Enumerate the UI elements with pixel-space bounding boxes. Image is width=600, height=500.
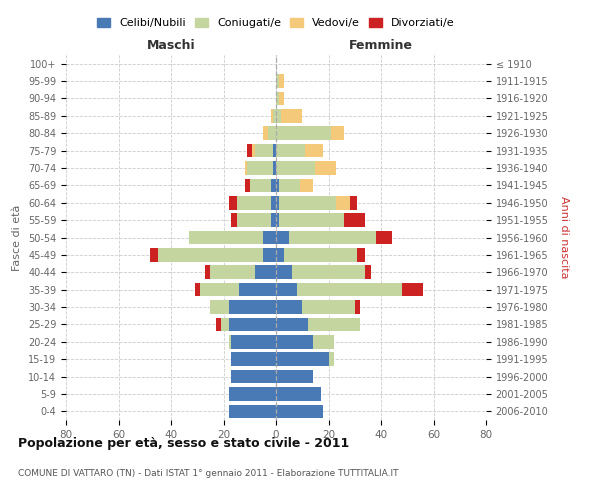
- Bar: [263, 230, 276, 244]
- Bar: [271, 214, 276, 227]
- Bar: [263, 248, 276, 262]
- Bar: [278, 214, 344, 227]
- Bar: [331, 126, 344, 140]
- Bar: [229, 387, 276, 400]
- Bar: [255, 266, 276, 279]
- Bar: [274, 109, 276, 122]
- Bar: [247, 144, 253, 158]
- Bar: [276, 214, 278, 227]
- Bar: [247, 161, 274, 175]
- Legend: Celibi/Nubili, Coniugati/e, Vedovi/e, Divorziati/e: Celibi/Nubili, Coniugati/e, Vedovi/e, Di…: [93, 13, 459, 33]
- Bar: [313, 335, 334, 348]
- Bar: [276, 283, 297, 296]
- Bar: [245, 161, 247, 175]
- Bar: [358, 248, 365, 262]
- Bar: [276, 335, 313, 348]
- Bar: [276, 404, 323, 418]
- Bar: [232, 214, 236, 227]
- Bar: [276, 300, 302, 314]
- Bar: [232, 352, 276, 366]
- Bar: [308, 318, 360, 331]
- Bar: [302, 300, 355, 314]
- Bar: [276, 370, 313, 384]
- Bar: [200, 283, 239, 296]
- Bar: [229, 196, 236, 209]
- Bar: [276, 144, 305, 158]
- Bar: [276, 109, 281, 122]
- Bar: [278, 178, 299, 192]
- Bar: [278, 196, 337, 209]
- Bar: [297, 283, 402, 296]
- Bar: [232, 335, 276, 348]
- Bar: [271, 196, 276, 209]
- Bar: [278, 74, 284, 88]
- Bar: [316, 161, 337, 175]
- Bar: [236, 196, 271, 209]
- Bar: [232, 370, 276, 384]
- Bar: [274, 144, 276, 158]
- Bar: [337, 196, 349, 209]
- Bar: [253, 144, 255, 158]
- Bar: [402, 283, 423, 296]
- Y-axis label: Anni di nascita: Anni di nascita: [559, 196, 569, 279]
- Bar: [276, 387, 320, 400]
- Bar: [365, 266, 371, 279]
- Bar: [276, 178, 278, 192]
- Bar: [276, 161, 316, 175]
- Text: Popolazione per età, sesso e stato civile - 2011: Popolazione per età, sesso e stato civil…: [18, 438, 349, 450]
- Text: Maschi: Maschi: [146, 38, 196, 52]
- Bar: [229, 404, 276, 418]
- Bar: [250, 178, 271, 192]
- Bar: [281, 109, 302, 122]
- Bar: [276, 196, 278, 209]
- Bar: [355, 300, 360, 314]
- Bar: [305, 144, 323, 158]
- Bar: [276, 266, 292, 279]
- Bar: [289, 230, 376, 244]
- Bar: [276, 126, 331, 140]
- Bar: [276, 92, 278, 105]
- Bar: [271, 109, 274, 122]
- Bar: [263, 126, 268, 140]
- Bar: [229, 335, 232, 348]
- Bar: [205, 266, 211, 279]
- Text: COMUNE DI VATTARO (TN) - Dati ISTAT 1° gennaio 2011 - Elaborazione TUTTITALIA.IT: COMUNE DI VATTARO (TN) - Dati ISTAT 1° g…: [18, 469, 398, 478]
- Bar: [329, 352, 334, 366]
- Bar: [150, 248, 158, 262]
- Bar: [276, 230, 289, 244]
- Bar: [271, 178, 276, 192]
- Bar: [276, 248, 284, 262]
- Bar: [245, 178, 250, 192]
- Bar: [255, 144, 274, 158]
- Bar: [211, 266, 255, 279]
- Bar: [194, 283, 200, 296]
- Bar: [276, 318, 308, 331]
- Bar: [276, 352, 329, 366]
- Bar: [299, 178, 313, 192]
- Y-axis label: Fasce di età: Fasce di età: [13, 204, 22, 270]
- Bar: [274, 161, 276, 175]
- Bar: [284, 248, 358, 262]
- Bar: [229, 318, 276, 331]
- Bar: [278, 92, 284, 105]
- Text: Femmine: Femmine: [349, 38, 413, 52]
- Bar: [344, 214, 365, 227]
- Bar: [292, 266, 365, 279]
- Bar: [221, 318, 229, 331]
- Bar: [190, 230, 263, 244]
- Bar: [376, 230, 392, 244]
- Bar: [268, 126, 276, 140]
- Bar: [349, 196, 358, 209]
- Bar: [211, 300, 229, 314]
- Bar: [239, 283, 276, 296]
- Bar: [158, 248, 263, 262]
- Bar: [215, 318, 221, 331]
- Bar: [236, 214, 271, 227]
- Bar: [276, 74, 278, 88]
- Bar: [229, 300, 276, 314]
